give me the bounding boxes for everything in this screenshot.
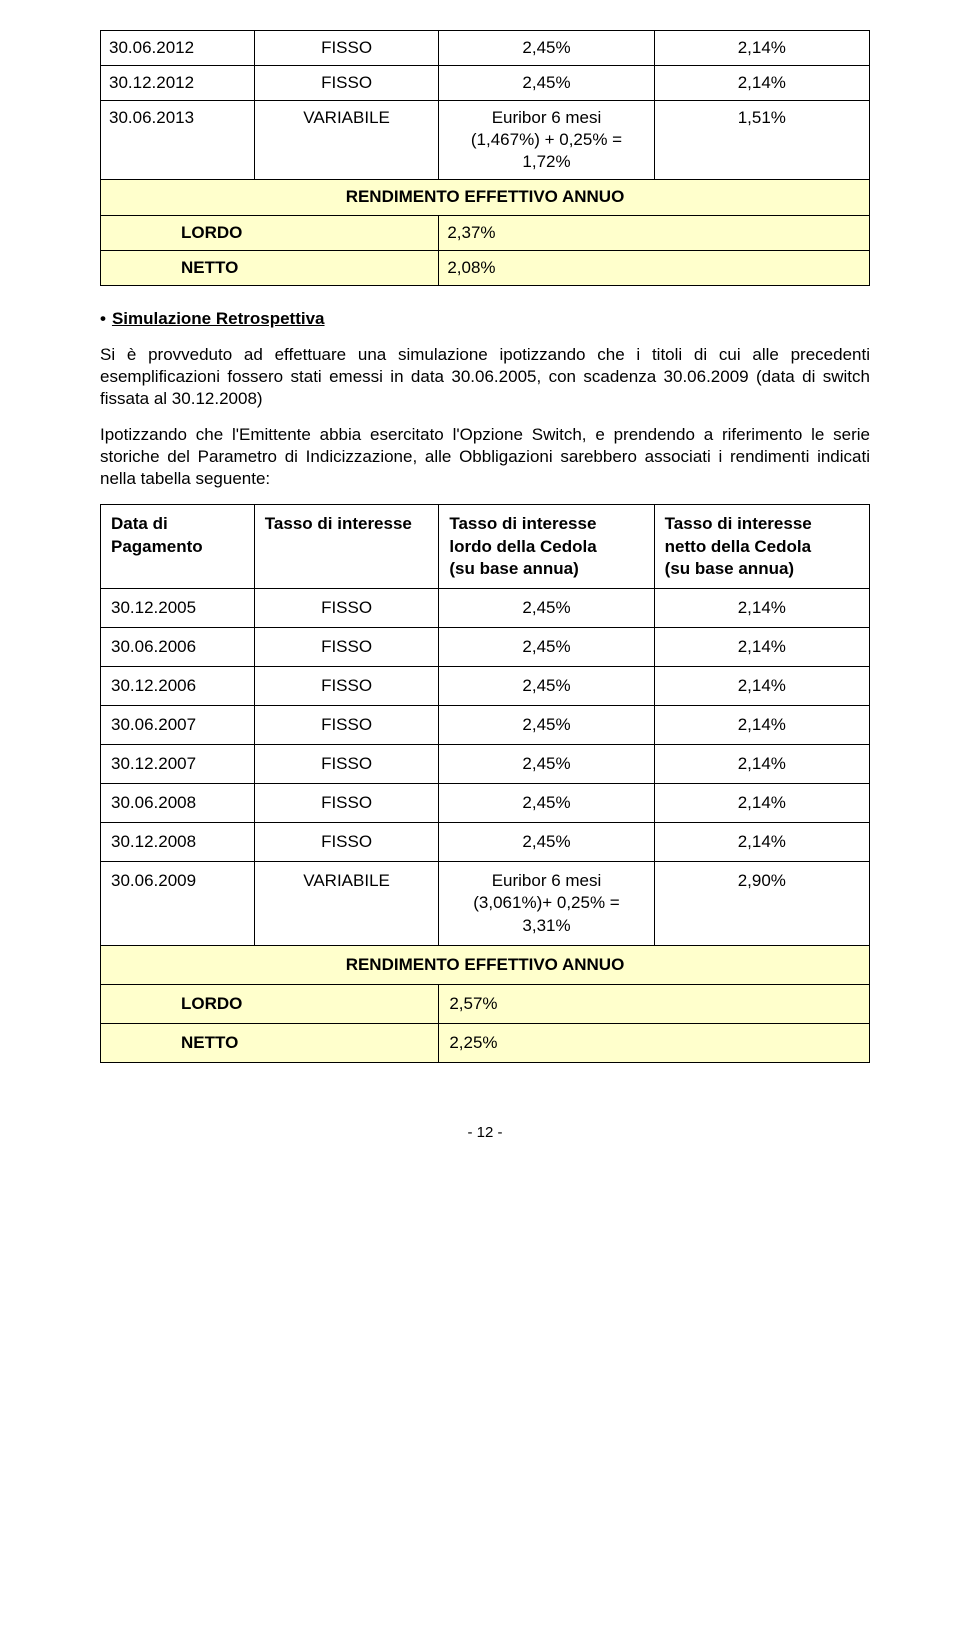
table-cell: FISSO <box>254 823 439 862</box>
table-cell: 2,45% <box>439 66 654 101</box>
table-cell: 30.12.2012 <box>101 66 255 101</box>
lordo-label-2: LORDO <box>101 984 439 1023</box>
bullet-icon: • <box>100 308 106 330</box>
table-cell: 2,14% <box>654 705 869 744</box>
table-cell: Euribor 6 mesi(1,467%) + 0,25% =1,72% <box>439 101 654 180</box>
table-cell: 2,14% <box>654 784 869 823</box>
table-cell: Euribor 6 mesi(3,061%)+ 0,25% =3,31% <box>439 862 654 945</box>
table-cell: FISSO <box>254 666 439 705</box>
table-cell: 30.06.2008 <box>101 784 255 823</box>
table-cell: 2,90% <box>654 862 869 945</box>
table-cell: 30.12.2008 <box>101 823 255 862</box>
table-cell: FISSO <box>254 31 439 66</box>
table-cell: FISSO <box>254 588 439 627</box>
table-cell: 1,51% <box>654 101 869 180</box>
table-cell: 2,14% <box>654 666 869 705</box>
table-cell: VARIABILE <box>254 862 439 945</box>
page-number: - 12 - <box>100 1123 870 1143</box>
table-cell: 30.12.2005 <box>101 588 255 627</box>
table-cell: 2,14% <box>654 66 869 101</box>
table-cell: 2,14% <box>654 823 869 862</box>
table-cell: 30.06.2009 <box>101 862 255 945</box>
eff-title-1: RENDIMENTO EFFETTIVO ANNUO <box>101 180 870 215</box>
netto-label-1: NETTO <box>101 250 439 285</box>
table-cell: 30.12.2007 <box>101 745 255 784</box>
netto-val-2: 2,25% <box>439 1023 870 1062</box>
netto-label-2: NETTO <box>101 1023 439 1062</box>
table-cell: 2,45% <box>439 31 654 66</box>
table-cell: FISSO <box>254 784 439 823</box>
table-cell: 2,45% <box>439 823 654 862</box>
table-cell: VARIABILE <box>254 101 439 180</box>
table-cell: 2,45% <box>439 666 654 705</box>
top-table: 30.06.2012FISSO2,45%2,14% 30.12.2012FISSO… <box>100 30 870 286</box>
netto-val-1: 2,08% <box>439 250 870 285</box>
section-heading: • Simulazione Retrospettiva <box>100 308 870 330</box>
eff-title-2: RENDIMENTO EFFETTIVO ANNUO <box>101 945 870 984</box>
table-cell: 2,45% <box>439 784 654 823</box>
table-cell: 2,45% <box>439 705 654 744</box>
table-cell: 2,45% <box>439 745 654 784</box>
table-cell: 2,45% <box>439 627 654 666</box>
table-cell: 2,14% <box>654 31 869 66</box>
section-heading-text: Simulazione Retrospettiva <box>112 308 325 330</box>
lordo-label-1: LORDO <box>101 215 439 250</box>
table-cell: 2,14% <box>654 627 869 666</box>
th-date: Data diPagamento <box>101 505 255 588</box>
table-cell: FISSO <box>254 705 439 744</box>
retrospective-table: Data diPagamento Tasso di interesse Tass… <box>100 504 870 1063</box>
table-cell: 2,14% <box>654 745 869 784</box>
table-cell: 2,45% <box>439 588 654 627</box>
table-cell: 30.06.2007 <box>101 705 255 744</box>
th-lordo: Tasso di interesselordo della Cedola(su … <box>439 505 654 588</box>
table-cell: FISSO <box>254 66 439 101</box>
table-cell: FISSO <box>254 627 439 666</box>
table-cell: 30.12.2006 <box>101 666 255 705</box>
th-netto: Tasso di interessenetto della Cedola(su … <box>654 505 869 588</box>
lordo-val-2: 2,57% <box>439 984 870 1023</box>
table-cell: 30.06.2013 <box>101 101 255 180</box>
paragraph-1: Si è provveduto ad effettuare una simula… <box>100 344 870 410</box>
th-type: Tasso di interesse <box>254 505 439 588</box>
paragraph-2: Ipotizzando che l'Emittente abbia eserci… <box>100 424 870 490</box>
table-cell: 30.06.2006 <box>101 627 255 666</box>
lordo-val-1: 2,37% <box>439 215 870 250</box>
table-cell: FISSO <box>254 745 439 784</box>
table-cell: 30.06.2012 <box>101 31 255 66</box>
table-cell: 2,14% <box>654 588 869 627</box>
